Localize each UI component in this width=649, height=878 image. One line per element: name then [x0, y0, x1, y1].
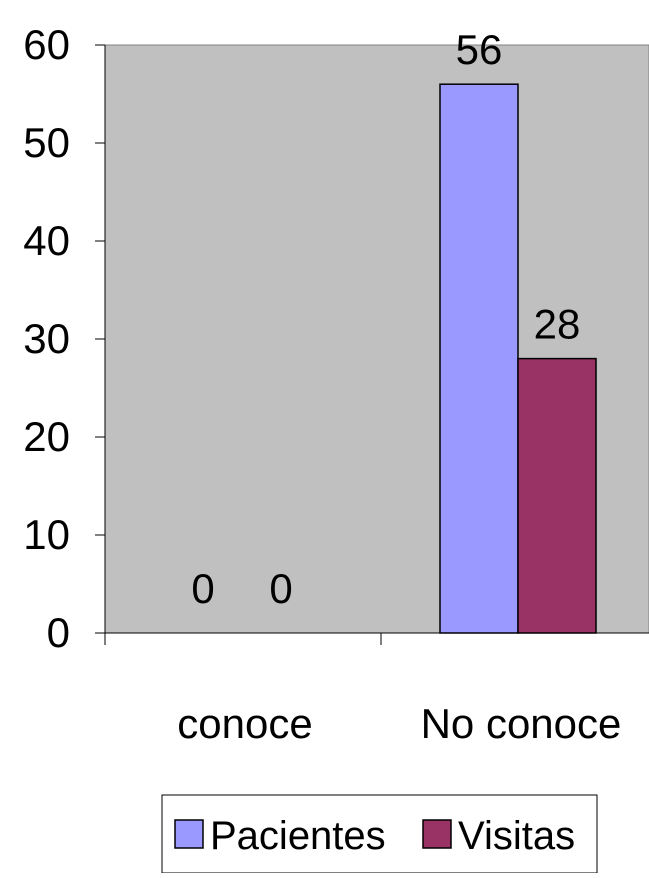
- data-label: 56: [456, 26, 503, 73]
- y-tick-label: 50: [23, 119, 70, 166]
- x-tick-label: conoce: [177, 700, 312, 747]
- y-tick-label: 20: [23, 413, 70, 460]
- data-label: 0: [191, 565, 214, 612]
- bar-visitas-1: [517, 357, 597, 634]
- y-tick-label: 0: [47, 609, 70, 656]
- data-label: 0: [269, 565, 292, 612]
- legend: Pacientes Visitas: [161, 794, 598, 874]
- y-tick-label: 10: [23, 511, 70, 558]
- y-axis: 0 10 20 30 40 50 60: [23, 21, 106, 656]
- y-tick-label: 30: [23, 315, 70, 362]
- legend-box: [161, 794, 598, 874]
- legend-label-pacientes: Pacientes: [210, 814, 386, 858]
- bars: [439, 83, 597, 634]
- data-labels: 0 56 0 28: [191, 26, 580, 612]
- x-axis: conoce No conoce: [104, 632, 649, 747]
- legend-swatch-pacientes: [174, 819, 204, 849]
- legend-swatch-visitas: [422, 819, 452, 849]
- x-tick-label: No conoce: [421, 700, 622, 747]
- y-tick-label: 60: [23, 21, 70, 68]
- y-tick-label: 40: [23, 217, 70, 264]
- data-label: 28: [534, 301, 581, 348]
- bar-pacientes-1: [439, 83, 519, 634]
- legend-label-visitas: Visitas: [458, 814, 575, 858]
